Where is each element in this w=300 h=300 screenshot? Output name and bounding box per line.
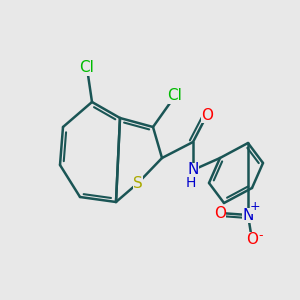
Text: +: + bbox=[250, 200, 260, 214]
Text: S: S bbox=[133, 176, 143, 190]
Text: Cl: Cl bbox=[80, 61, 94, 76]
Text: H: H bbox=[186, 176, 196, 190]
Text: O: O bbox=[214, 206, 226, 220]
Text: O: O bbox=[246, 232, 258, 247]
Text: O: O bbox=[201, 107, 213, 122]
Text: N: N bbox=[242, 208, 254, 223]
Text: Cl: Cl bbox=[168, 88, 182, 104]
Text: N: N bbox=[187, 163, 199, 178]
Text: -: - bbox=[259, 230, 263, 242]
